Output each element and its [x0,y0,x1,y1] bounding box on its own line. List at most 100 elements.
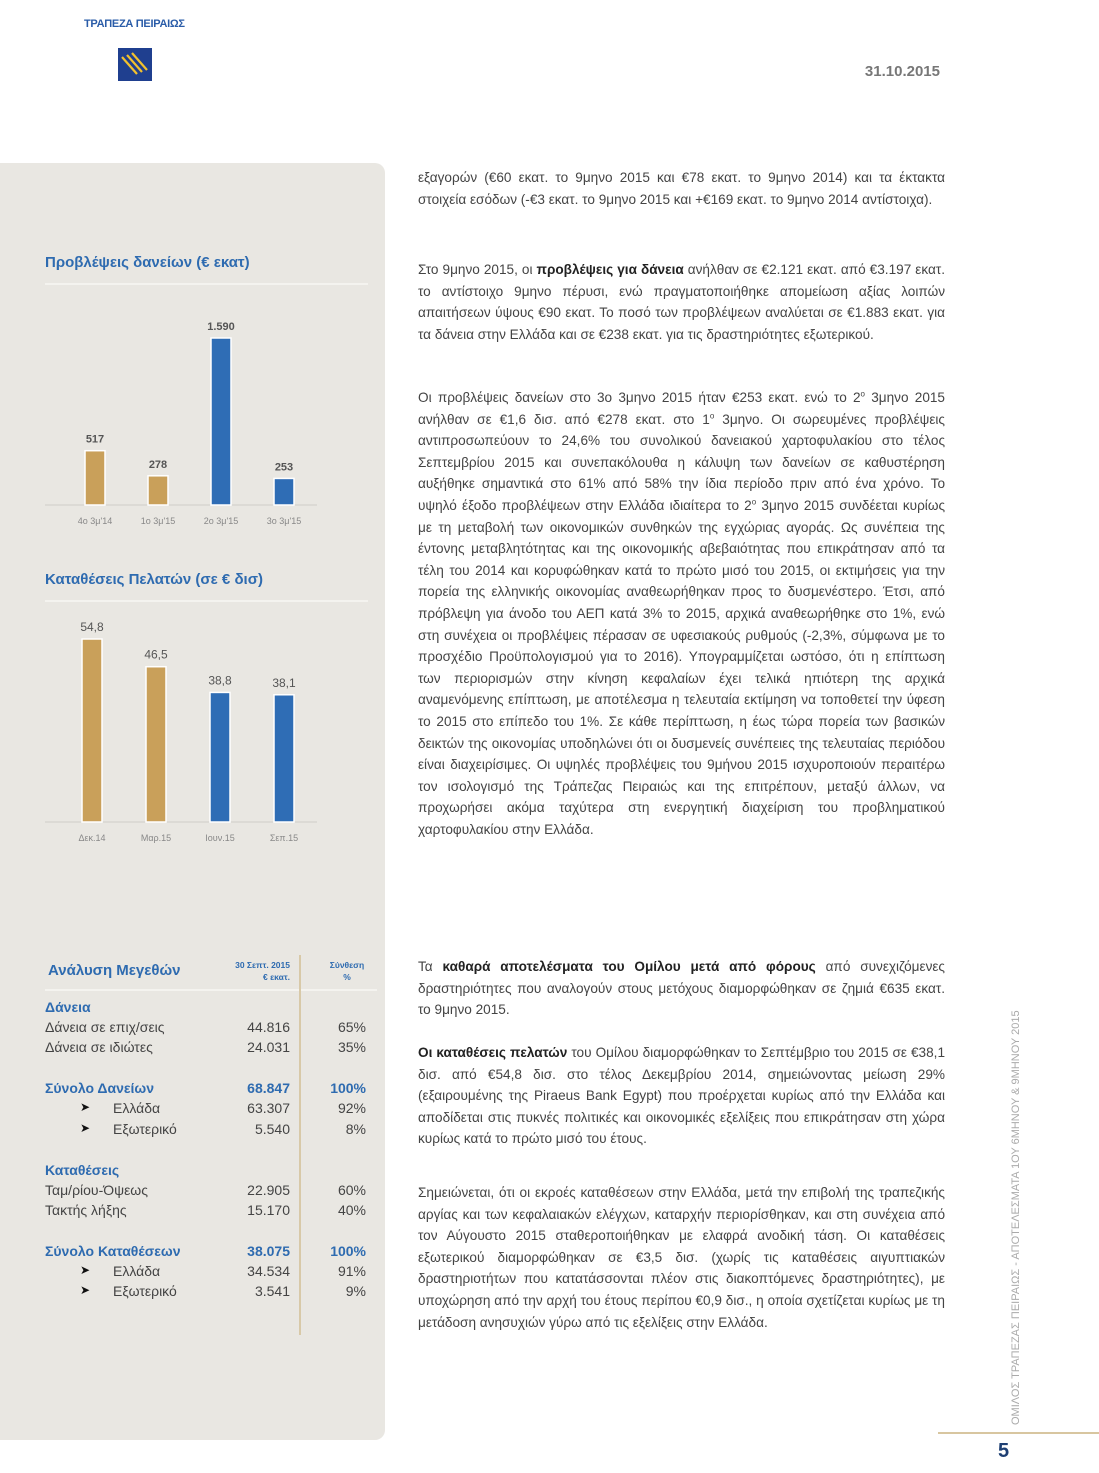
col-header-date: 30 Σεπτ. 2015 [235,960,290,970]
data-label: 1.590 [207,321,235,333]
text-run: Τα [418,959,443,974]
customer-deposits-chart: 54,8 Δεκ.14 46,5 Μαρ.15 38,8 Ιουν.15 38,1 Σεπ.1… [45,620,317,843]
row-value: 34.534 [247,1263,290,1279]
report-date: 31.10.2015 [864,63,940,80]
text-run: Στο 9μηνο 2015, οι [418,262,537,277]
body-paragraph: εξαγορών (€60 εκατ. το 9μηνο 2015 και €7… [418,167,945,210]
text-run: 3μηνο 2015 συνδέεται κυρίως με τη μεταβο… [418,497,945,837]
row-pct: 8% [345,1121,366,1137]
category-label: 3ο 3μ'15 [267,516,301,526]
table-row: ➤ Ελλάδα 63.307 92% [45,1100,370,1120]
table-row: Δάνεια [45,999,370,1019]
superscript: ο [751,497,757,507]
row-value: 3.541 [254,1283,290,1299]
loan-provisions-chart: 517 4ο 3μ'14 278 1ο 3μ'15 1.590 2ο 3μ'15 253 3ο… [45,321,317,526]
chart-title-customer-deposits: Καταθέσεις Πελατών (σε € δισ) [45,571,263,588]
text-run: Οι προβλέψεις δανείων στο 3ο 3μηνο 2015 … [418,390,861,405]
superscript: ο [860,389,865,399]
row-label: Σύνολο Καταθέσεων [45,1243,181,1259]
table-row: Καταθέσεις [45,1162,370,1182]
row-pct: 91% [337,1263,366,1279]
category-label: Μαρ.15 [141,833,171,843]
row-label: Δάνεια σε ιδιώτες [45,1039,153,1055]
category-label: Δεκ.14 [78,833,105,843]
row-label: Εξωτερικό [113,1283,177,1299]
bank-name: ΤΡΑΠΕΖΑ ΠΕΙΡΑΙΩΣ [84,18,185,30]
body-paragraph: Σημειώνεται, ότι οι εκροές καταθέσεων στ… [418,1182,945,1333]
row-value: 63.307 [247,1100,290,1116]
page-number: 5 [998,1440,1010,1462]
header-rule [45,989,377,991]
arrow-bullet-icon: ➤ [80,1121,91,1135]
text-run: 3μηνο. Οι σωρευμένες προβλέψεις αντιπροσ… [418,411,945,513]
data-label: 38,8 [208,673,232,687]
table-row: Σύνολο Δανείων 68.847 100% [45,1080,370,1100]
data-label: 278 [149,459,167,471]
bar [273,694,295,823]
row-label: Καταθέσεις [45,1162,120,1178]
row-label: Δάνεια σε επιχ/σεις [45,1019,165,1035]
text-run: 3μηνο 2015 ανήλθαν σε €1,6 δισ. από €278… [418,390,945,427]
arrow-bullet-icon: ➤ [80,1283,91,1297]
table-row: ➤ Εξωτερικό 3.541 9% [45,1283,370,1303]
body-paragraph: Τα καθαρά αποτελέσματα του Ομίλου μετά α… [418,956,945,1021]
bar [147,475,169,506]
row-pct: 9% [345,1283,366,1299]
bold-text: προβλέψεις για δάνεια [536,262,684,277]
text-run: Σημειώνεται, ότι οι εκροές καταθέσεων στ… [418,1185,945,1330]
column-divider [299,955,301,1335]
col-header-composition: Σύνθεση [329,960,365,970]
row-pct: 100% [330,1080,366,1096]
row-pct: 60% [337,1182,366,1198]
superscript: ο [709,411,715,421]
row-value: 22.905 [247,1182,290,1198]
bold-text: καθαρά αποτελέσματα του Ομίλου μετά από … [442,959,816,974]
row-label: Δάνεια [45,999,91,1015]
body-paragraph: Στο 9μηνο 2015, οι προβλέψεις για δάνεια… [418,259,945,345]
category-label: 1ο 3μ'15 [141,516,175,526]
data-label: 38,1 [272,676,296,690]
row-label: Ταμ/ρίου-Όψεως [45,1182,148,1198]
row-value: 38.075 [247,1243,290,1259]
row-pct: 35% [337,1039,366,1055]
divider [45,600,368,602]
row-label: Τακτής λήξης [45,1202,127,1218]
row-label: Ελλάδα [113,1100,161,1116]
col-header-pct: % [343,972,351,982]
row-value: 5.540 [254,1121,290,1137]
chart-title-loan-provisions: Προβλέψεις δανείων (€ εκατ) [45,254,250,271]
text-run: του Ομίλου διαμορφώθηκαν το Σεπτέμβριο τ… [418,1045,946,1147]
data-label: 253 [275,461,293,473]
body-paragraph: Οι προβλέψεις δανείων στο 3ο 3μηνο 2015 … [418,387,945,840]
sidebar-panel [0,163,385,1440]
row-value: 68.847 [247,1080,290,1096]
table-row: Σύνολο Καταθέσεων 38.075 100% [45,1243,370,1263]
arrow-bullet-icon: ➤ [80,1100,91,1114]
row-pct: 40% [337,1202,366,1218]
row-value: 24.031 [247,1039,290,1055]
row-label: Σύνολο Δανείων [45,1080,155,1096]
category-label: 4ο 3μ'14 [78,516,112,526]
bar [81,638,103,823]
row-pct: 100% [330,1243,366,1259]
data-label: 54,8 [80,620,104,634]
text-run: ανήλθαν σε €2.121 εκατ. από €3.197 εκατ.… [418,262,945,342]
table-row: Δάνεια σε ιδιώτες 24.031 35% [45,1039,370,1059]
bank-logo [118,48,152,81]
table-row: Ταμ/ρίου-Όψεως 22.905 60% [45,1182,370,1202]
bar [210,337,232,506]
category-label: Ιουν.15 [205,833,234,843]
divider [45,283,368,285]
bar [145,665,167,823]
footer-rule [938,1432,1099,1434]
table-row: ➤ Ελλάδα 34.534 91% [45,1263,370,1283]
row-label: Ελλάδα [113,1263,161,1279]
table-row: Τακτής λήξης 15.170 40% [45,1202,370,1222]
row-pct: 92% [337,1100,366,1116]
footer-side-text: ΟΜΙΛΟΣ ΤΡΑΠΕΖΑΣ ΠΕΙΡΑΙΩΣ - ΑΠΟΤΕΛΕΣΜΑΤΑ … [1010,1010,1022,1425]
row-value: 15.170 [247,1202,290,1218]
table-row: ➤ Εξωτερικό 5.540 8% [45,1121,370,1141]
text-run: εξαγορών (€60 εκατ. το 9μηνο 2015 και €7… [418,170,945,207]
category-label: Σεπ.15 [270,833,298,843]
row-pct: 65% [337,1019,366,1035]
